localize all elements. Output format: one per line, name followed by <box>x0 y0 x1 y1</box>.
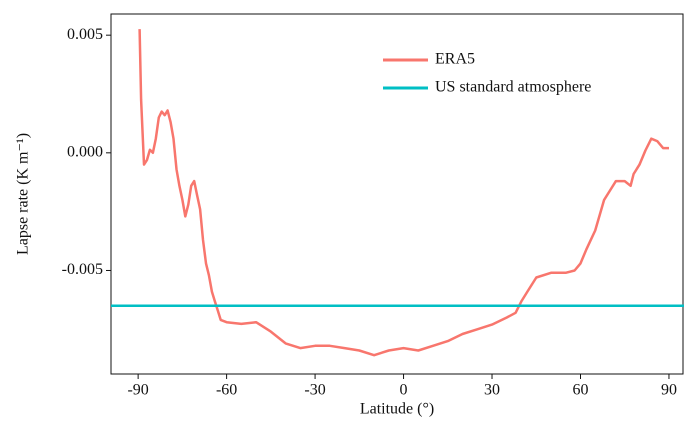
y-tick-label: 0.005 <box>67 26 103 43</box>
x-tick-label: 60 <box>572 382 588 399</box>
x-tick-label: 90 <box>661 382 677 399</box>
y-tick-label: 0.000 <box>67 143 103 160</box>
legend-label: US standard atmosphere <box>435 79 591 96</box>
x-tick-label: -90 <box>127 382 148 399</box>
x-tick-label: -60 <box>216 382 237 399</box>
x-axis-label: Latitude (°) <box>360 401 434 418</box>
y-tick-label: -0.005 <box>62 261 103 278</box>
x-tick-label: 0 <box>400 382 408 399</box>
x-tick-label: 30 <box>484 382 500 399</box>
series-line <box>138 29 669 357</box>
x-tick-label: -30 <box>304 382 325 399</box>
plot-frame <box>110 13 684 375</box>
legend-label: ERA5 <box>435 51 475 68</box>
y-axis-label: Lapse rate (K m⁻¹) <box>15 133 32 255</box>
